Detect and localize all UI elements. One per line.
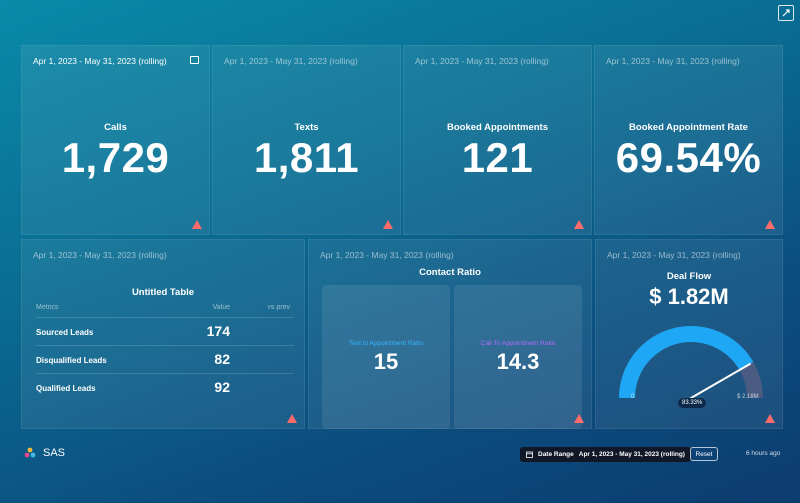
gauge-min-label: 0	[631, 394, 635, 400]
metric-label: Booked Appointment Rate	[629, 122, 748, 133]
metric-label: Booked Appointments	[447, 122, 548, 133]
metric-label: Calls	[104, 122, 127, 133]
chart-icon[interactable]	[190, 56, 199, 64]
date-range-label: Apr 1, 2023 - May 31, 2023 (rolling)	[415, 56, 549, 66]
contact-ratio-card[interactable]: Apr 1, 2023 - May 31, 2023 (rolling) Con…	[308, 239, 592, 429]
row-name: Sourced Leads	[36, 328, 94, 337]
fullscreen-button[interactable]	[778, 5, 794, 21]
deal-flow-gauge	[619, 326, 763, 399]
warning-icon[interactable]	[765, 414, 775, 423]
gauge-percent-badge: 83.33%	[678, 398, 707, 408]
header-value: Value	[212, 304, 230, 311]
row-value: 82	[214, 351, 230, 367]
date-range-label: Apr 1, 2023 - May 31, 2023 (rolling)	[33, 56, 167, 66]
calendar-icon	[526, 451, 533, 458]
expand-icon	[782, 9, 790, 17]
table-row: Qualified Leads 92	[36, 373, 294, 401]
date-range-label: Apr 1, 2023 - May 31, 2023 (rolling)	[224, 56, 358, 66]
warning-icon[interactable]	[574, 220, 584, 229]
reset-button[interactable]: Reset	[690, 447, 718, 461]
texts-card[interactable]: Apr 1, 2023 - May 31, 2023 (rolling) Tex…	[212, 45, 401, 235]
metric-value: 1,811	[253, 134, 360, 181]
table-row: Sourced Leads 174	[36, 317, 294, 345]
row-name: Qualified Leads	[36, 384, 96, 393]
header-metrics: Metrics	[36, 304, 59, 311]
date-range-label: Apr 1, 2023 - May 31, 2023 (rolling)	[606, 56, 740, 66]
metric-value: 69.54%	[615, 134, 762, 181]
deal-flow-value: $ 1.82M	[649, 284, 729, 309]
table-row: Disqualified Leads 82	[36, 345, 294, 373]
ratio-value: 15	[373, 349, 399, 374]
metric-value: 121	[461, 134, 534, 181]
ratio-label: Call To Appointment Ratio	[480, 340, 556, 347]
header-vs-prev: vs prev	[267, 304, 290, 311]
warning-icon[interactable]	[765, 220, 775, 229]
warning-icon[interactable]	[383, 220, 393, 229]
metric-label: Texts	[294, 122, 319, 133]
ratio-label: Text to Appointment Ratio	[348, 340, 424, 347]
date-range-value: Apr 1, 2023 - May 31, 2023 (rolling)	[578, 451, 685, 458]
ratio-value: 14.3	[496, 349, 540, 374]
table-title: Untitled Table	[131, 287, 195, 298]
booked-appointment-rate-card[interactable]: Apr 1, 2023 - May 31, 2023 (rolling) Boo…	[594, 45, 783, 235]
call-to-appointment-ratio: Call To Appointment Ratio 14.3	[454, 285, 582, 429]
deal-flow-card[interactable]: Apr 1, 2023 - May 31, 2023 (rolling) Dea…	[595, 239, 783, 429]
brand-name: SAS	[43, 447, 66, 459]
contact-ratio-title: Contact Ratio	[419, 267, 481, 278]
warning-icon[interactable]	[574, 414, 584, 423]
gauge-fill	[619, 326, 754, 398]
date-range-label: Apr 1, 2023 - May 31, 2023 (rolling)	[320, 250, 454, 260]
warning-icon[interactable]	[192, 220, 202, 229]
table-header: Metrics Value vs prev	[36, 304, 294, 318]
row-value: 92	[214, 379, 230, 395]
text-to-appointment-ratio: Text to Appointment Ratio 15	[322, 285, 450, 429]
brand-logo-icon	[24, 447, 36, 458]
row-name: Disqualified Leads	[36, 356, 107, 365]
date-range-prefix: Date Range	[538, 451, 574, 458]
gauge-max-label: $ 2.18M	[737, 394, 759, 400]
untitled-table-card[interactable]: Apr 1, 2023 - May 31, 2023 (rolling) Unt…	[21, 239, 305, 429]
gauge-needle	[690, 362, 751, 399]
date-range-label: Apr 1, 2023 - May 31, 2023 (rolling)	[33, 250, 167, 260]
row-value: 174	[206, 323, 230, 339]
deal-flow-title: Deal Flow	[666, 271, 712, 282]
warning-icon[interactable]	[287, 414, 297, 423]
last-updated: 6 hours ago	[746, 450, 781, 457]
metric-value: 1,729	[61, 134, 170, 181]
date-range-label: Apr 1, 2023 - May 31, 2023 (rolling)	[607, 250, 741, 260]
date-range-selector[interactable]: Date Range Apr 1, 2023 - May 31, 2023 (r…	[520, 447, 691, 462]
booked-appointments-card[interactable]: Apr 1, 2023 - May 31, 2023 (rolling) Boo…	[403, 45, 592, 235]
calls-card[interactable]: Apr 1, 2023 - May 31, 2023 (rolling) Cal…	[21, 45, 210, 235]
brand: SAS	[24, 447, 65, 459]
